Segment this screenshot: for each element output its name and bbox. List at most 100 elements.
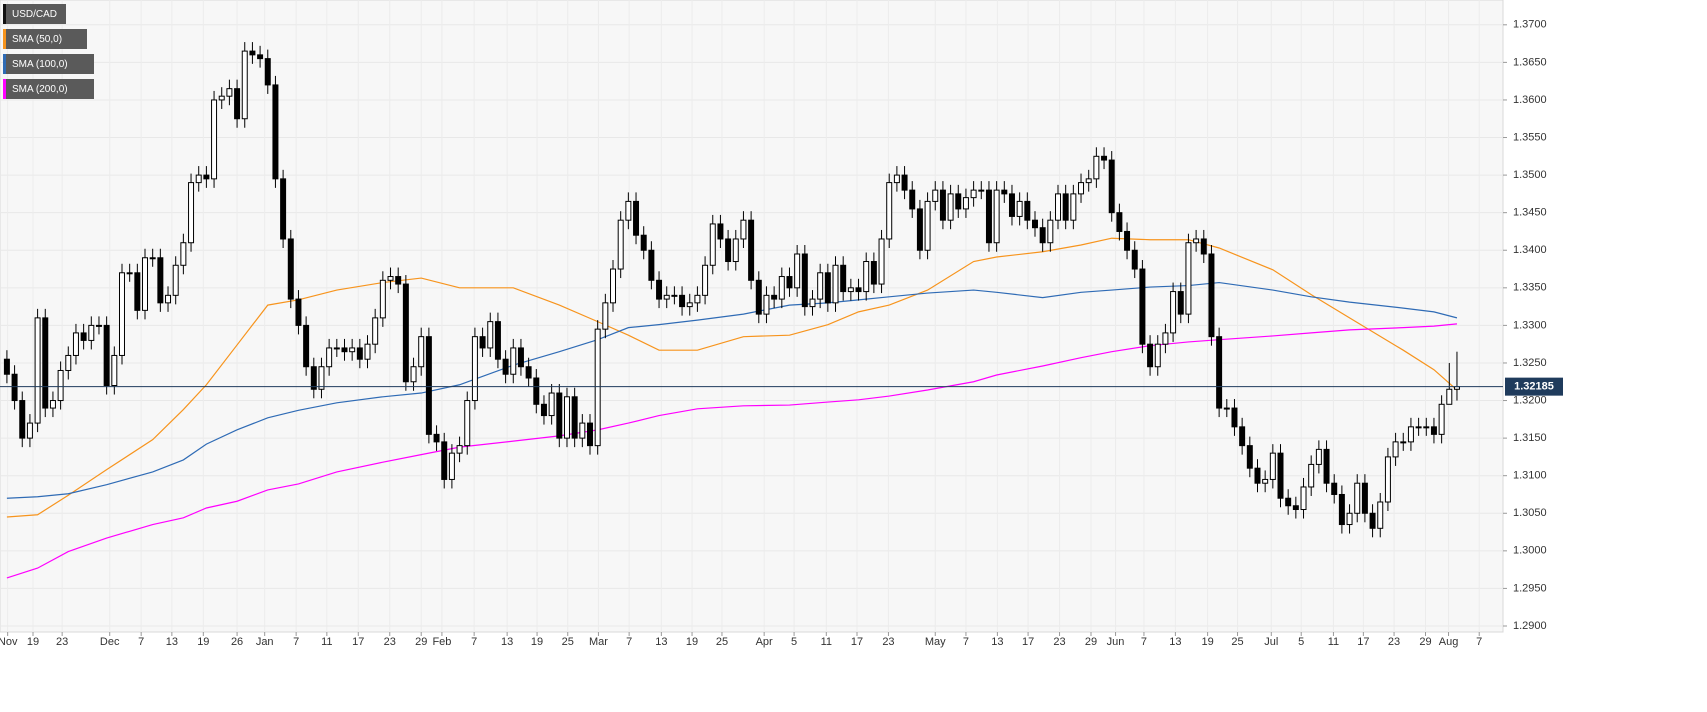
candles — [3, 42, 1460, 538]
candle-body — [1285, 497, 1292, 507]
x-tick-label: Feb — [432, 636, 451, 648]
grid — [0, 0, 1503, 632]
x-tick-label: 29 — [1085, 636, 1097, 648]
x-tick-label: 25 — [562, 636, 574, 648]
y-tick-label: 1.3050 — [1513, 507, 1547, 519]
candle-body — [226, 88, 233, 97]
candle-body — [832, 264, 839, 304]
candle-body — [487, 321, 494, 349]
candle-body — [1400, 441, 1407, 444]
candle-body — [1078, 182, 1085, 195]
legend-box — [3, 4, 66, 24]
candle-body — [211, 99, 218, 180]
candle-body — [663, 294, 670, 300]
candle-body — [924, 200, 931, 251]
y-tick-label: 1.3600 — [1513, 94, 1547, 106]
candle-body — [287, 238, 294, 300]
candle-body — [1024, 200, 1031, 221]
y-tick-label: 1.3250 — [1513, 357, 1547, 369]
candle-body — [847, 287, 854, 293]
candle-body — [49, 400, 56, 409]
candle-body — [1346, 512, 1353, 526]
candle-body — [1231, 407, 1238, 428]
candle-body — [118, 272, 125, 356]
candle-body — [1047, 219, 1054, 244]
candle-body — [180, 242, 187, 266]
candle-body — [372, 317, 379, 345]
candle-body — [1208, 253, 1215, 338]
candle-body — [725, 238, 732, 263]
candle-body — [732, 238, 739, 263]
candle-body — [1193, 238, 1200, 244]
x-tick-label: 17 — [851, 636, 863, 648]
candle-body — [203, 174, 210, 180]
candle-body — [1016, 200, 1023, 217]
x-tick-label: 19 — [1201, 636, 1213, 648]
candle-body — [280, 178, 287, 240]
x-tick-label: 7 — [138, 636, 144, 648]
candle-body — [625, 200, 632, 221]
candle-body — [134, 272, 141, 311]
candle-body — [19, 400, 26, 439]
x-tick-label: 11 — [1328, 636, 1339, 648]
x-tick-label: 11 — [821, 636, 832, 648]
candle-body — [1446, 388, 1453, 405]
candle-body — [1361, 482, 1368, 514]
candle-body — [111, 354, 118, 387]
candle-body — [1430, 426, 1437, 435]
x-tick-label: 23 — [1053, 636, 1065, 648]
legend-swatch — [3, 54, 6, 74]
candle-body — [333, 347, 340, 350]
y-tick-label: 1.3500 — [1513, 169, 1547, 181]
candle-body — [1269, 452, 1276, 480]
legend-swatch — [3, 4, 6, 24]
candle-body — [142, 257, 148, 311]
candle-body — [218, 95, 225, 101]
x-tick-label: Jan — [256, 636, 274, 648]
x-tick-label: 7 — [626, 636, 632, 648]
candle-body — [633, 200, 640, 236]
x-tick-label: Apr — [756, 636, 773, 648]
candle-body — [349, 347, 356, 353]
sma-line — [6, 323, 1458, 579]
y-tick-label: 1.2900 — [1513, 620, 1547, 632]
candle-body — [471, 336, 478, 402]
x-tick-label: 19 — [197, 636, 209, 648]
candle-body — [295, 298, 302, 326]
legend-swatch — [3, 29, 6, 49]
candle-body — [817, 272, 824, 300]
candle-body — [686, 302, 693, 308]
candle-body — [72, 332, 79, 356]
x-tick-label: 23 — [56, 636, 68, 648]
y-tick-label: 1.3700 — [1513, 19, 1547, 31]
legend-label: USD/CAD — [12, 9, 57, 20]
x-tick-label: 5 — [1298, 636, 1304, 648]
candle-body — [379, 279, 386, 319]
candle-body — [1423, 426, 1430, 429]
candle-body — [1055, 193, 1062, 221]
candle-body — [1369, 512, 1376, 529]
candle-body — [801, 253, 808, 308]
legend-box — [3, 54, 94, 74]
candle-body — [188, 182, 195, 244]
candle-body — [1177, 291, 1184, 315]
x-tick-label: Aug — [1439, 636, 1459, 648]
x-tick-label: 13 — [501, 636, 513, 648]
candle-body — [479, 336, 486, 349]
legend-box — [3, 29, 87, 49]
candle-body — [579, 422, 586, 439]
x-tick-label: 19 — [686, 636, 698, 648]
y-tick-label: 1.2950 — [1513, 582, 1547, 594]
candle-body — [441, 441, 448, 480]
x-tick-label: 7 — [293, 636, 299, 648]
candle-body — [533, 377, 540, 405]
x-tick-label: 29 — [415, 636, 427, 648]
candle-body — [540, 403, 547, 417]
candle-body — [1438, 403, 1445, 435]
last-price-box — [1505, 377, 1563, 396]
x-tick-label: 19 — [531, 636, 543, 648]
y-tick-label: 1.3550 — [1513, 131, 1547, 143]
x-tick-label: 23 — [882, 636, 894, 648]
candle-body — [648, 249, 655, 281]
